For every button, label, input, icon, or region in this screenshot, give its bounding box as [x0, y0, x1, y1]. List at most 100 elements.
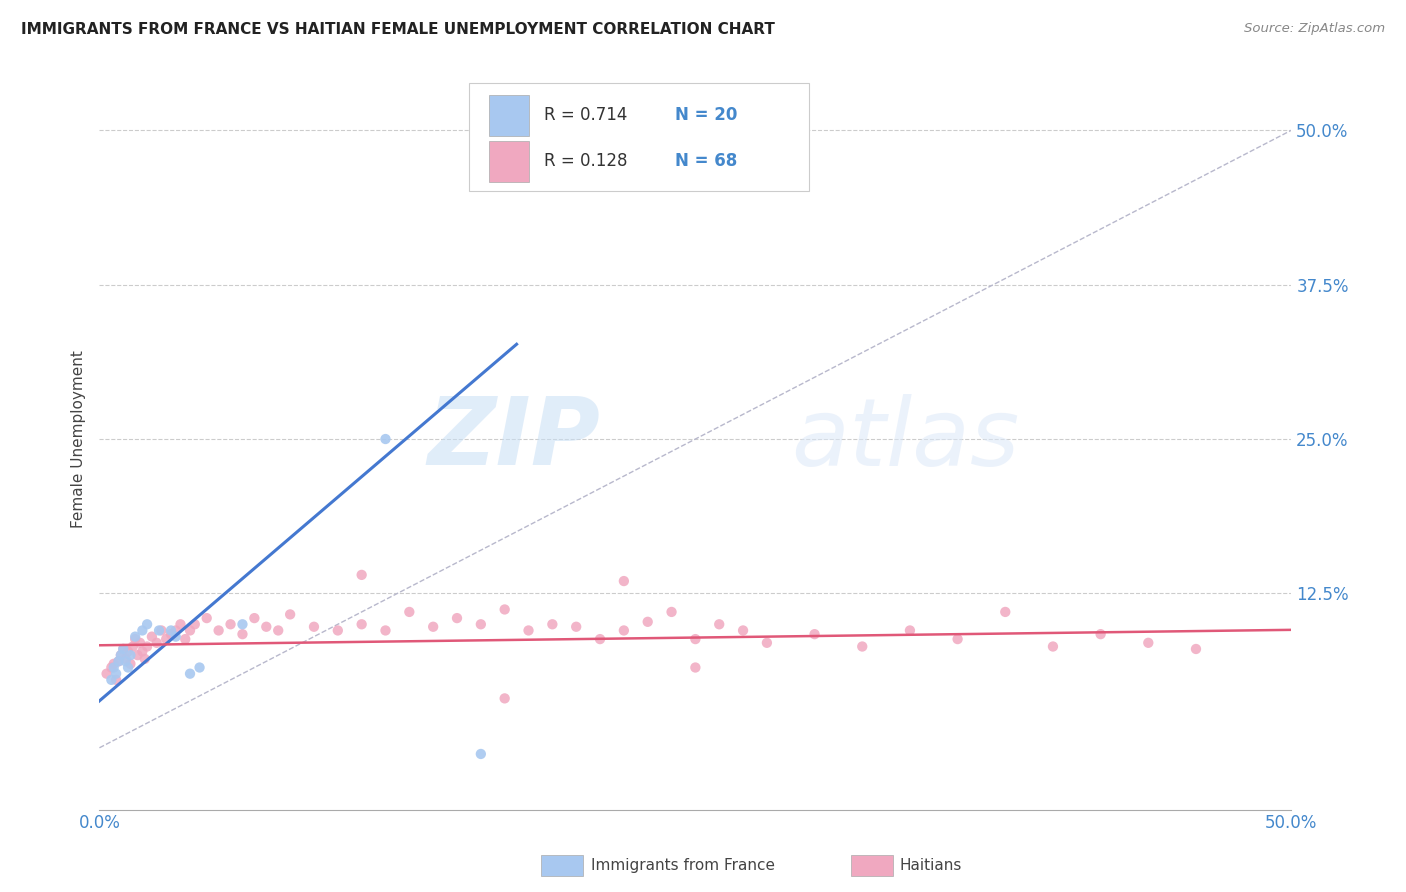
Point: [231, 617, 253, 632]
Point: [134, 652, 156, 666]
Point: [114, 654, 136, 668]
Point: [184, 617, 207, 632]
Point: [114, 652, 136, 666]
Text: Haitians: Haitians: [900, 858, 962, 872]
Point: [254, 620, 277, 634]
Point: [174, 632, 197, 646]
Point: [1185, 642, 1208, 657]
Point: [136, 617, 159, 632]
Point: [131, 644, 153, 658]
Point: [165, 624, 187, 638]
Point: [160, 624, 183, 638]
Point: [103, 660, 125, 674]
Point: [589, 632, 612, 646]
Point: [685, 660, 707, 674]
Point: [110, 648, 132, 662]
Point: [541, 617, 564, 632]
Point: [898, 624, 921, 638]
Point: [105, 673, 128, 687]
Point: [374, 624, 396, 638]
Point: [517, 624, 540, 638]
Point: [661, 605, 683, 619]
Point: [107, 654, 129, 668]
Point: [613, 624, 636, 638]
Point: [124, 632, 146, 646]
Point: [685, 632, 707, 646]
Point: [188, 660, 211, 674]
Text: ZIP: ZIP: [427, 393, 600, 485]
Point: [278, 607, 301, 622]
Point: [565, 620, 588, 634]
Point: [803, 627, 825, 641]
Point: [112, 642, 135, 657]
Point: [1090, 627, 1112, 641]
Point: [165, 630, 187, 644]
Point: [127, 648, 149, 662]
Point: [1137, 636, 1160, 650]
Point: [150, 624, 173, 638]
Point: [100, 673, 122, 687]
Point: [129, 636, 152, 650]
Point: [169, 617, 191, 632]
FancyBboxPatch shape: [489, 95, 529, 136]
Point: [120, 657, 142, 671]
Point: [637, 615, 659, 629]
Text: atlas: atlas: [790, 393, 1019, 484]
Point: [422, 620, 444, 634]
Point: [219, 617, 242, 632]
Point: [141, 630, 163, 644]
Point: [121, 640, 143, 654]
Point: [755, 636, 778, 650]
Point: [96, 666, 118, 681]
Text: R = 0.128: R = 0.128: [544, 153, 627, 170]
Point: [494, 602, 516, 616]
Point: [243, 611, 266, 625]
Text: Source: ZipAtlas.com: Source: ZipAtlas.com: [1244, 22, 1385, 36]
Point: [117, 660, 139, 674]
Point: [374, 432, 396, 446]
Point: [103, 657, 125, 671]
Point: [302, 620, 325, 634]
Point: [946, 632, 969, 646]
Point: [107, 654, 129, 668]
Point: [350, 617, 373, 632]
Point: [1042, 640, 1064, 654]
Point: [160, 627, 183, 641]
Point: [100, 660, 122, 674]
Point: [326, 624, 349, 638]
Point: [994, 605, 1017, 619]
Point: [207, 624, 229, 638]
Point: [110, 648, 132, 662]
Text: R = 0.714: R = 0.714: [544, 106, 627, 124]
Point: [470, 617, 492, 632]
Point: [148, 624, 170, 638]
Point: [136, 640, 159, 654]
Point: [613, 574, 636, 588]
Point: [155, 632, 177, 646]
Point: [398, 605, 420, 619]
Text: N = 68: N = 68: [675, 153, 737, 170]
Point: [179, 666, 201, 681]
Point: [195, 611, 218, 625]
Point: [112, 642, 135, 657]
Point: [470, 747, 492, 761]
Text: IMMIGRANTS FROM FRANCE VS HAITIAN FEMALE UNEMPLOYMENT CORRELATION CHART: IMMIGRANTS FROM FRANCE VS HAITIAN FEMALE…: [21, 22, 775, 37]
Point: [179, 624, 201, 638]
Point: [231, 627, 253, 641]
Point: [731, 624, 754, 638]
Point: [120, 648, 142, 662]
Point: [267, 624, 290, 638]
Point: [446, 611, 468, 625]
Point: [105, 666, 128, 681]
FancyBboxPatch shape: [470, 83, 808, 191]
Point: [494, 691, 516, 706]
Y-axis label: Female Unemployment: Female Unemployment: [72, 350, 86, 528]
Point: [709, 617, 731, 632]
Point: [851, 640, 873, 654]
Text: N = 20: N = 20: [675, 106, 738, 124]
Point: [145, 636, 167, 650]
Point: [124, 630, 146, 644]
Text: Immigrants from France: Immigrants from France: [591, 858, 775, 872]
Point: [131, 624, 153, 638]
FancyBboxPatch shape: [489, 141, 529, 182]
